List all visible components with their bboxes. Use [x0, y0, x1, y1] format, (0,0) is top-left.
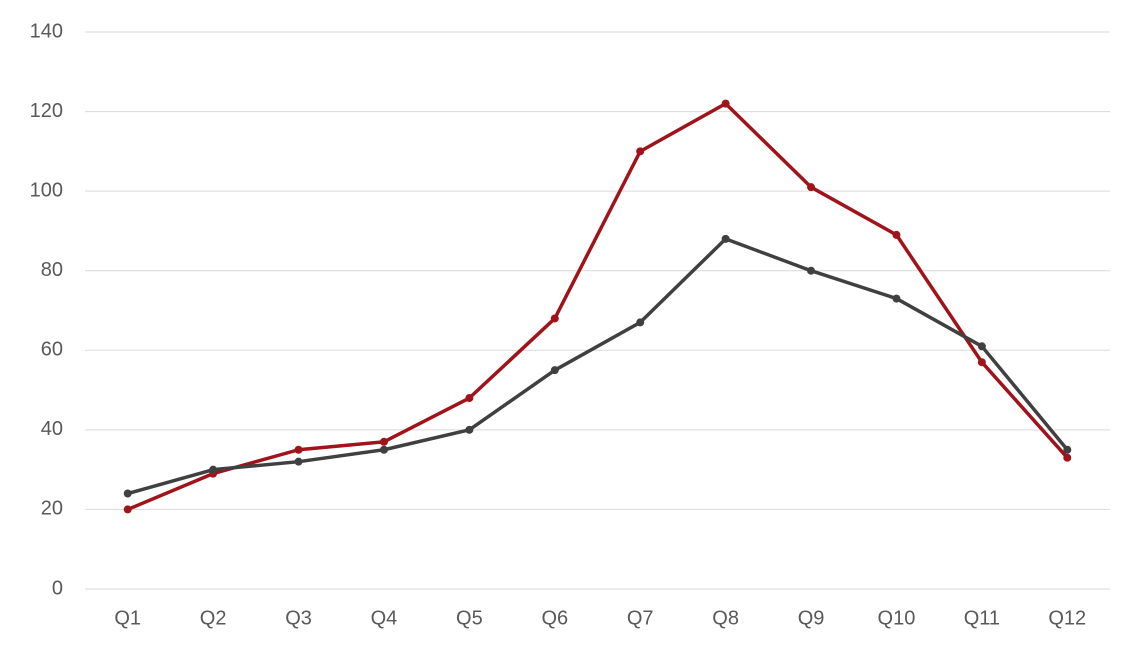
x-tick-label: Q11 — [964, 607, 1000, 629]
series-line — [127, 101, 1069, 512]
data-point — [977, 342, 986, 351]
data-point — [379, 445, 388, 454]
x-tick-label: Q8 — [712, 607, 739, 629]
x-tick-label: Q7 — [627, 607, 654, 629]
data-point — [294, 457, 303, 466]
data-point — [892, 230, 901, 239]
data-point — [465, 394, 474, 403]
data-point — [1063, 453, 1072, 462]
data-point — [550, 366, 559, 375]
y-tick-label: 20 — [41, 498, 63, 520]
x-tick-label: Q6 — [541, 607, 568, 629]
x-tick-label: Q5 — [456, 607, 483, 629]
y-tick-label: 40 — [41, 418, 63, 440]
data-point — [123, 505, 132, 514]
data-point — [636, 318, 645, 327]
data-point — [721, 234, 730, 243]
x-tick-label: Q2 — [200, 607, 227, 629]
data-point — [892, 294, 901, 303]
data-point — [721, 99, 730, 108]
y-tick-label: 140 — [30, 20, 63, 42]
y-tick-label: 100 — [30, 179, 63, 201]
y-tick-label: 0 — [52, 577, 63, 599]
x-tick-label: Q10 — [878, 607, 916, 629]
data-point — [636, 147, 645, 156]
series-line — [127, 237, 1069, 496]
data-point — [807, 183, 816, 192]
x-tick-label: Q12 — [1048, 607, 1086, 629]
x-tick-label: Q9 — [798, 607, 825, 629]
x-tick-label: Q1 — [114, 607, 141, 629]
y-tick-label: 120 — [30, 100, 63, 122]
data-point — [807, 266, 816, 275]
data-point — [977, 358, 986, 367]
y-tick-label: 80 — [41, 259, 63, 281]
data-point — [294, 445, 303, 454]
data-point — [209, 465, 218, 474]
data-point — [465, 425, 474, 434]
data-point — [379, 437, 388, 446]
y-tick-label: 60 — [41, 339, 63, 361]
data-point — [1063, 445, 1072, 454]
x-tick-label: Q3 — [285, 607, 312, 629]
x-tick-label: Q4 — [371, 607, 398, 629]
data-point — [123, 489, 132, 498]
data-point — [550, 314, 559, 323]
